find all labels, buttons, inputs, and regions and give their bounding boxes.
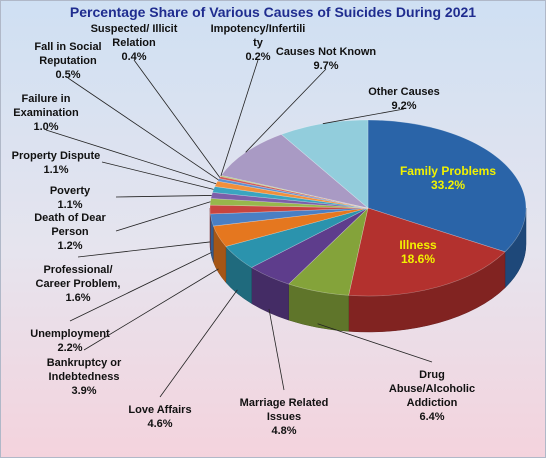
label-line-death-of-dear-person: Person <box>51 226 89 238</box>
label-illness: Illness 18.6% <box>399 238 437 266</box>
leader-failure-in-examination <box>45 129 217 185</box>
label-line-failure-in-examination: Failure in <box>22 93 71 105</box>
label-line-professional-career-problem: Professional/ <box>43 264 112 276</box>
value-property-dispute: 1.1% <box>43 164 68 176</box>
slice-illness <box>348 207 506 297</box>
leader-suspected-illicit-relation <box>133 59 221 178</box>
label-line-drug-abuse-alcoholic-addiction: Addiction <box>407 397 458 409</box>
label-line-love-affairs: Love Affairs <box>128 404 191 416</box>
label-drug-abuse-alcoholic-addiction: Drug Abuse/Alcoholic Addiction 6.4% <box>389 369 475 423</box>
value-illness: 18.6% <box>401 252 435 266</box>
value-impotency-infertility: 0.2% <box>245 51 270 63</box>
pie-sides <box>209 207 527 333</box>
label-line-failure-in-examination: Examination <box>13 107 79 119</box>
value-unemployment: 2.2% <box>57 342 82 354</box>
slice-unemployment <box>210 207 369 227</box>
slice-failure-in-examination <box>214 180 369 209</box>
leader-causes-not-known <box>245 68 327 153</box>
slice-family-problems <box>367 119 527 253</box>
label-line-illness: Illness <box>399 238 437 252</box>
label-suspected-illicit-relation: Suspected/ Illicit Relation 0.4% <box>91 23 178 63</box>
label-line-property-dispute: Property Dispute <box>12 150 101 162</box>
label-line-marriage-related-issues: Marriage Related <box>240 397 329 409</box>
value-family-problems: 33.2% <box>431 178 465 192</box>
leader-marriage-related-issues <box>268 308 285 391</box>
value-causes-not-known: 9.7% <box>313 60 338 72</box>
label-love-affairs: Love Affairs 4.6% <box>128 404 191 430</box>
label-line-fall-in-social-reputation: Reputation <box>39 55 97 67</box>
leader-love-affairs <box>159 289 238 398</box>
label-fall-in-social-reputation: Fall in Social Reputation 0.5% <box>34 41 101 81</box>
label-unemployment: Unemployment 2.2% <box>30 328 110 354</box>
label-line-fall-in-social-reputation: Fall in Social <box>34 41 101 53</box>
label-line-marriage-related-issues: Issues <box>267 411 301 423</box>
label-line-impotency-infertility: ty <box>253 37 264 49</box>
value-death-of-dear-person: 1.2% <box>57 240 82 252</box>
label-line-impotency-infertility: Impotency/Infertili <box>211 23 306 35</box>
leader-fall-in-social-reputation <box>67 77 219 181</box>
label-professional-career-problem: Professional/Career Problem, 1.6% <box>36 264 121 304</box>
label-line-unemployment: Unemployment <box>30 328 110 340</box>
label-family-problems: Family Problems 33.2% <box>400 164 496 192</box>
slice-labels: Family Problems 33.2% Illness 18.6% Drug Abus… <box>12 23 497 437</box>
label-poverty: Poverty 1.1% <box>50 185 91 211</box>
slice-professional-career-problem <box>209 204 369 215</box>
slice-fall-in-social-reputation <box>217 178 369 209</box>
slice-bankruptcy-or-indebtedness <box>212 207 369 247</box>
slice-drug-abuse-alcoholic-addiction <box>288 207 369 296</box>
leader-death-of-dear-person <box>115 201 211 232</box>
label-property-dispute: Property Dispute 1.1% <box>12 150 101 176</box>
label-impotency-infertility: Impotency/Infertili ty 0.2% <box>211 23 306 63</box>
label-other-causes: Other Causes 9.2% <box>368 86 440 112</box>
leader-impotency-infertility <box>220 59 259 177</box>
label-line-suspected-illicit-relation: Relation <box>112 37 156 49</box>
leader-bankruptcy-or-indebtedness <box>83 268 219 351</box>
label-line-family-problems: Family Problems <box>400 164 496 178</box>
label-line-drug-abuse-alcoholic-addiction: Abuse/Alcoholic <box>389 383 475 395</box>
slice-marriage-related-issues <box>250 207 369 285</box>
leader-poverty <box>115 195 212 198</box>
value-fall-in-social-reputation: 0.5% <box>55 69 80 81</box>
pie-top <box>209 119 527 297</box>
value-professional-career-problem: 1.6% <box>65 292 90 304</box>
label-causes-not-known: Causes Not Known 9.7% <box>276 46 377 72</box>
label-failure-in-examination: Failure in Examination 1.0% <box>13 93 79 133</box>
value-poverty: 1.1% <box>57 199 82 211</box>
leader-drug-abuse-alcoholic-addiction <box>317 323 433 363</box>
value-bankruptcy-or-indebtedness: 3.9% <box>71 385 96 397</box>
label-marriage-related-issues: Marriage Related Issues 4.8% <box>240 397 329 437</box>
chart-title: Percentage Share of Various Causes of Su… <box>69 4 477 20</box>
slice-love-affairs <box>225 207 369 268</box>
value-suspected-illicit-relation: 0.4% <box>121 51 146 63</box>
slice-suspected-illicit-relation <box>218 176 369 209</box>
label-line-other-causes: Other Causes <box>368 86 440 98</box>
label-line-death-of-dear-person: Death of Dear <box>34 212 106 224</box>
label-line-bankruptcy-or-indebtedness: Bankruptcy or <box>47 357 122 369</box>
leader-unemployment <box>69 252 212 322</box>
value-marriage-related-issues: 4.8% <box>271 425 296 437</box>
label-line-professional-career-problem: Career Problem, <box>36 278 121 290</box>
label-line-causes-not-known: Causes Not Known <box>276 46 377 58</box>
leader-other-causes <box>322 108 405 125</box>
leader-lines <box>45 59 433 398</box>
label-line-drug-abuse-alcoholic-addiction: Drug <box>419 369 445 381</box>
label-line-bankruptcy-or-indebtedness: Indebtedness <box>49 371 120 383</box>
label-death-of-dear-person: Death of Dear Person 1.2% <box>34 212 106 252</box>
value-other-causes: 9.2% <box>391 100 416 112</box>
label-line-suspected-illicit-relation: Suspected/ Illicit <box>91 23 178 35</box>
label-bankruptcy-or-indebtedness: Bankruptcy or Indebtedness 3.9% <box>47 357 122 397</box>
leader-professional-career-problem <box>77 241 211 258</box>
value-drug-abuse-alcoholic-addiction: 6.4% <box>419 411 444 423</box>
value-love-affairs: 4.6% <box>147 418 172 430</box>
value-failure-in-examination: 1.0% <box>33 121 58 133</box>
leader-property-dispute <box>101 161 214 190</box>
label-line-poverty: Poverty <box>50 185 91 197</box>
